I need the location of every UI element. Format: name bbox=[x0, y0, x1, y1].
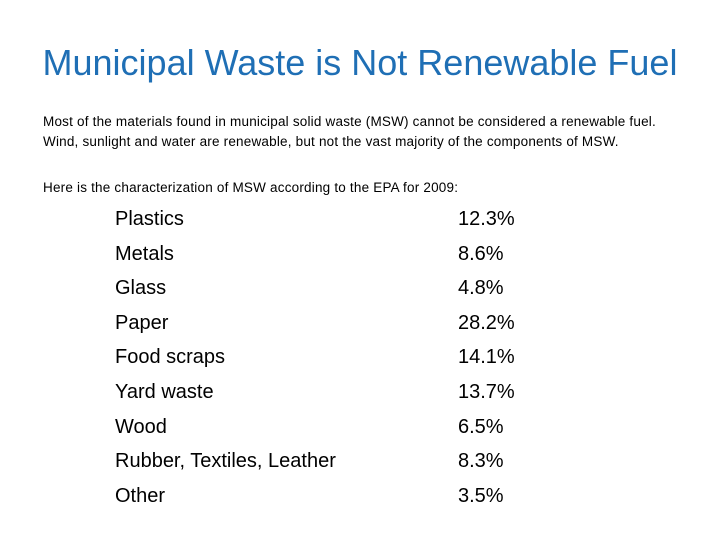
category-plastics: Plastics bbox=[115, 208, 184, 230]
percent-wood: 6.5% bbox=[458, 415, 504, 438]
table-row: Paper 28.2% bbox=[115, 306, 595, 341]
waste-composition-table: Plastics 12.3% Metals 8.6% Glass 4.8% Pa… bbox=[115, 202, 595, 513]
table-row: Yard waste 13.7% bbox=[115, 375, 595, 410]
category-paper: Paper bbox=[115, 311, 169, 334]
table-row: Other 3.5% bbox=[115, 479, 595, 514]
percent-food-scraps: 14.1% bbox=[458, 346, 515, 369]
table-row: Plastics 12.3% bbox=[115, 202, 595, 237]
category-food-scraps: Food scraps bbox=[115, 346, 226, 369]
percent-metals: 8.6% bbox=[458, 242, 504, 265]
percent-glass: 4.8% bbox=[458, 277, 504, 300]
percent-yard-waste: 13.7% bbox=[458, 380, 515, 403]
category-glass: Glass bbox=[115, 277, 167, 300]
percent-other: 3.5% bbox=[458, 484, 504, 507]
table-row: Rubber, Textiles, Leather 8.3% bbox=[115, 444, 595, 479]
source-line: Here is the characterization of MSW acco… bbox=[43, 180, 459, 195]
category-rubber-textiles-leather: Rubber, Textiles, Leather bbox=[115, 450, 336, 473]
percent-paper: 28.2% bbox=[458, 311, 515, 334]
category-wood: Wood bbox=[115, 415, 167, 438]
percent-rubber-textiles-leather: 8.3% bbox=[458, 450, 504, 473]
table-row: Glass 4.8% bbox=[115, 271, 595, 306]
table-row: Wood 6.5% bbox=[115, 410, 595, 445]
intro-paragraph-1: Most of the materials found in municipal… bbox=[43, 114, 656, 129]
table-row: Food scraps 14.1% bbox=[115, 340, 595, 375]
percent-plastics: 12.3% bbox=[458, 208, 515, 230]
category-metals: Metals bbox=[115, 242, 174, 265]
slide-title: Municipal Waste is Not Renewable Fuel bbox=[42, 42, 678, 83]
intro-text: Most of the materials found in municipal… bbox=[43, 112, 703, 152]
category-other: Other bbox=[115, 484, 166, 507]
category-yard-waste: Yard waste bbox=[115, 380, 214, 403]
intro-paragraph-2: Wind, sunlight and water are renewable, … bbox=[43, 134, 619, 149]
table-row: Metals 8.6% bbox=[115, 237, 595, 272]
